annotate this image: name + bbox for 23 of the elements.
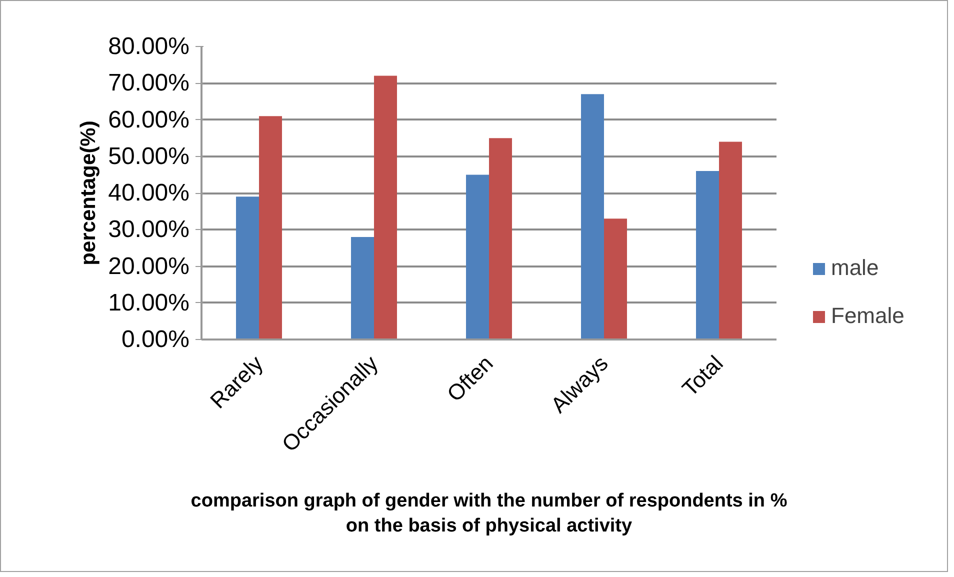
y-tick-label: 70.00% <box>108 70 190 97</box>
bar <box>696 171 719 340</box>
y-tick-label: 80.00% <box>108 33 190 60</box>
y-axis-title: percentage(%) <box>77 120 100 266</box>
bar <box>604 218 627 340</box>
bar <box>581 94 604 340</box>
bar <box>351 236 374 340</box>
bar <box>466 174 489 340</box>
y-tick-label: 30.00% <box>108 216 190 244</box>
y-tick-label: 20.00% <box>108 252 190 280</box>
bar <box>719 142 742 340</box>
legend-label: Female <box>831 303 904 329</box>
y-tick-label: 10.00% <box>108 289 190 316</box>
bar <box>236 196 259 340</box>
x-axis-title: comparison graph of gender with the number of respondents in % on the basis of physical activity <box>190 490 788 537</box>
legend-label: male <box>831 255 879 281</box>
y-tick-label: 40.00% <box>108 180 190 206</box>
y-tick-label: 0.00% <box>121 326 190 353</box>
bar <box>489 138 512 340</box>
y-tick-label: 60.00% <box>108 106 190 134</box>
y-tick-label: 50.00% <box>108 142 190 170</box>
bar <box>374 76 397 340</box>
bar <box>259 116 282 340</box>
